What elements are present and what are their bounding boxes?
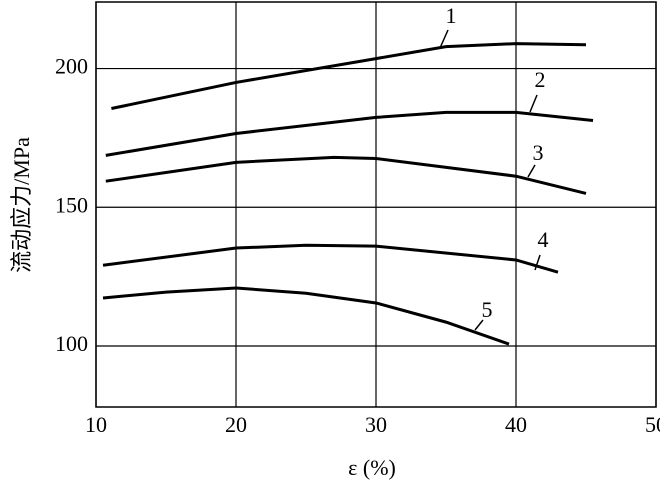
leader-line bbox=[474, 319, 484, 331]
leader-line bbox=[534, 254, 541, 271]
line bbox=[105, 155, 587, 195]
x-tick-label: 10 bbox=[85, 412, 107, 437]
y-tick-label: 100 bbox=[55, 331, 88, 356]
leader-line bbox=[439, 29, 449, 49]
series-label: 3 bbox=[533, 140, 544, 165]
line bbox=[102, 286, 510, 346]
leader-line bbox=[527, 164, 536, 178]
line bbox=[102, 243, 559, 274]
line bbox=[105, 110, 594, 157]
line bbox=[111, 42, 587, 110]
x-tick-label: 30 bbox=[365, 412, 387, 437]
series-label: 4 bbox=[538, 227, 549, 252]
series-label: 2 bbox=[535, 67, 546, 92]
y-tick-label: 150 bbox=[55, 192, 88, 217]
leader-line bbox=[529, 94, 538, 113]
y-axis-label: 流动应力/MPa bbox=[9, 137, 34, 273]
x-tick-label: 20 bbox=[225, 412, 247, 437]
y-tick-label: 200 bbox=[55, 54, 88, 79]
x-tick-label: 40 bbox=[505, 412, 527, 437]
x-axis-label: ε (%) bbox=[348, 455, 396, 480]
series-label: 1 bbox=[446, 3, 457, 28]
x-tick-label: 50 bbox=[645, 412, 660, 437]
series-label: 5 bbox=[482, 297, 493, 322]
